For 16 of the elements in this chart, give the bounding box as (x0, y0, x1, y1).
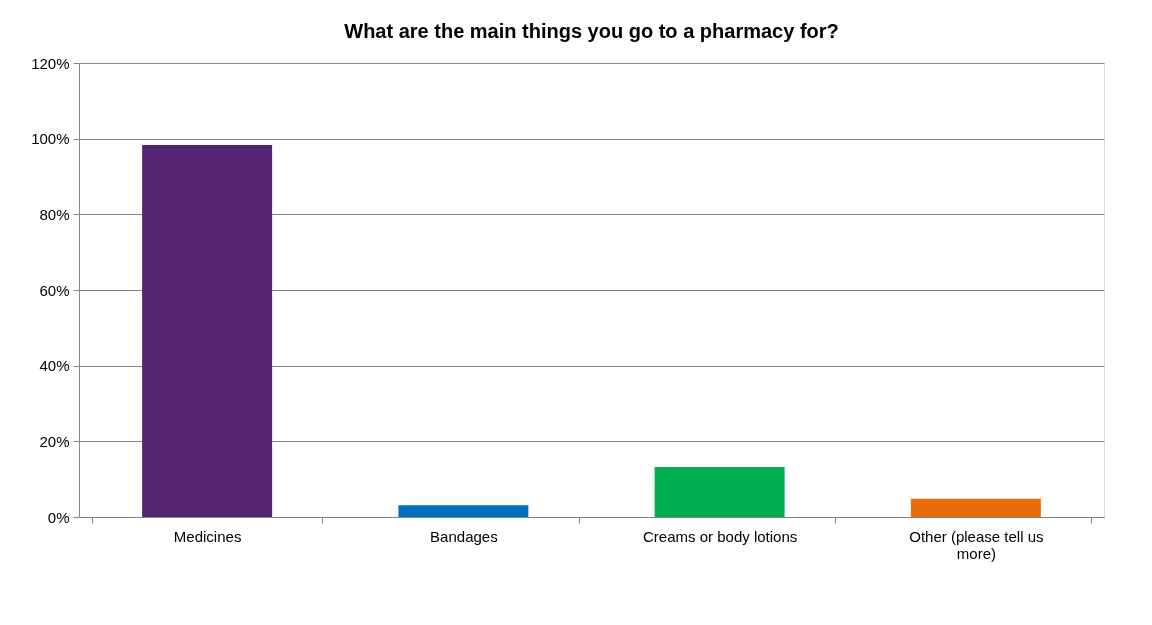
x-tick-label: Bandages (430, 527, 498, 545)
bar (142, 145, 273, 517)
bar (398, 505, 529, 517)
chart-title: What are the main things you go to a pharmacy for? (344, 20, 839, 42)
bar (654, 467, 785, 517)
y-tick-label: 40% (39, 357, 70, 375)
y-tick-label: 120% (31, 54, 70, 72)
y-tick-label: 60% (39, 281, 70, 299)
x-tick-label: Other (please tell us more) (909, 527, 1044, 562)
y-tick-label: 100% (31, 130, 70, 148)
y-tick-label: 80% (39, 205, 70, 223)
bar (910, 498, 1041, 517)
y-tick-label: 0% (47, 508, 70, 526)
y-tick-label: 20% (39, 432, 70, 450)
x-tick-label: Creams or body lotions (643, 527, 798, 545)
x-tick-label: Medicines (173, 527, 242, 545)
